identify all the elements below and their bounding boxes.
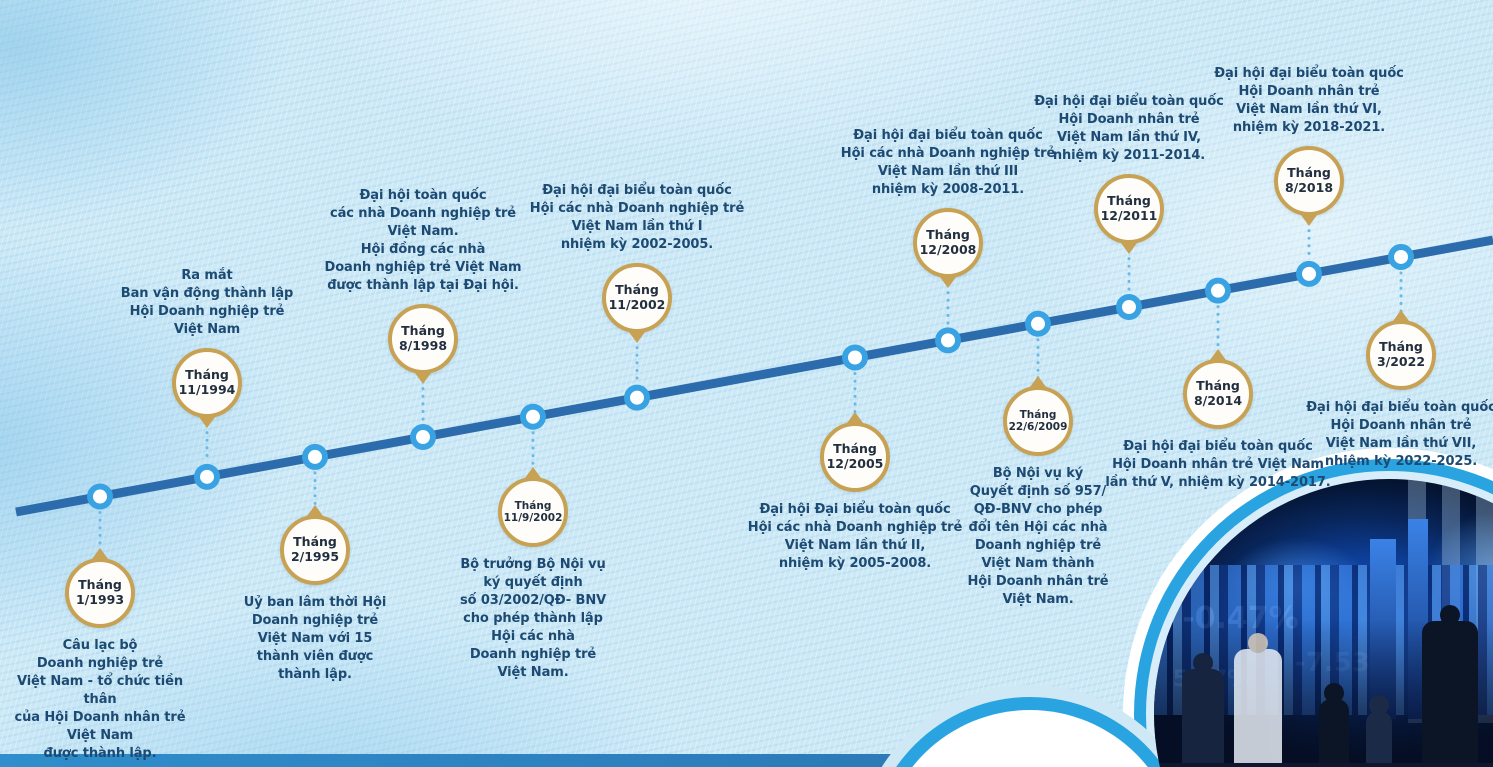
badge-date-value: 11/9/2002 (503, 512, 563, 524)
event-description: Đại hội đại biểu toàn quốc Hội Doanh nhâ… (1306, 400, 1493, 469)
badge-date-month-label: Tháng (833, 441, 877, 457)
badge-date-month-label: Tháng (514, 499, 552, 512)
badge-date-value: 12/2005 (826, 456, 884, 471)
badge-date-month-label: Tháng (1379, 339, 1423, 355)
timeline-date-badge: Tháng 11/2002 (602, 263, 672, 333)
timeline-date-badge: Tháng 11/1994 (172, 348, 242, 418)
timeline-date-badge: Tháng 8/1998 (388, 304, 458, 374)
badge-date-value: 2/1995 (290, 549, 340, 564)
photo-circle-business-meeting: -0.47% -7.53% 5.97% (1154, 479, 1493, 767)
badge-date-month-label: Tháng (401, 323, 445, 339)
timeline-date-badge: Tháng 11/9/2002 (498, 477, 568, 547)
badge-date-month-label: Tháng (78, 577, 122, 593)
person-silhouette (1182, 669, 1225, 767)
meeting-table (1154, 763, 1493, 767)
timeline-date-badge: Tháng 8/2018 (1274, 146, 1344, 216)
badge-date-month-label: Tháng (1196, 378, 1240, 394)
event-description: Uỷ ban lâm thời Hội Doanh nghiệp trẻ Việ… (243, 595, 387, 682)
timeline-date-badge: Tháng 12/2008 (913, 208, 983, 278)
person-silhouette (1318, 699, 1349, 767)
event-description: Đại hội đại biểu toàn quốc Hội Doanh nhâ… (1034, 94, 1224, 163)
event-description: Đại hội Đại biểu toàn quốc Hội các nhà D… (747, 502, 963, 571)
person-silhouette (1421, 621, 1478, 767)
badge-date-month-label: Tháng (1019, 408, 1057, 421)
badge-date-value: 11/1994 (178, 382, 236, 397)
badge-date-value: 12/2011 (1100, 208, 1158, 223)
badge-date-month-label: Tháng (293, 534, 337, 550)
badge-date-value: 8/1998 (398, 338, 448, 353)
timeline-date-badge: Tháng 22/6/2009 (1003, 386, 1073, 456)
person-silhouette (1233, 649, 1282, 767)
event-description: Ra mắt Ban vận động thành lập Hội Doanh … (120, 268, 294, 337)
badge-date-value: 12/2008 (919, 242, 977, 257)
badge-date-month-label: Tháng (185, 367, 229, 383)
badge-date-month-label: Tháng (1287, 165, 1331, 181)
badge-date-month-label: Tháng (615, 282, 659, 298)
badge-date-value: 8/2014 (1193, 393, 1243, 408)
person-silhouette (1365, 711, 1392, 767)
event-description: Đại hội toàn quốc các nhà Doanh nghiệp t… (324, 188, 522, 293)
badge-date-month-label: Tháng (1107, 193, 1151, 209)
event-description: Đại hội đại biểu toàn quốc Hội các nhà D… (840, 128, 1056, 197)
timeline-date-badge: Tháng 3/2022 (1366, 320, 1436, 390)
event-description: Đại hội đại biểu toàn quốc Hội Doanh nhâ… (1105, 439, 1331, 490)
timeline-date-badge: Tháng 12/2005 (820, 422, 890, 492)
badge-date-value: 22/6/2009 (1008, 421, 1068, 433)
badge-date-value: 3/2022 (1376, 354, 1426, 369)
event-description: Bộ trưởng Bộ Nội vụ ký quyết định số 03/… (459, 557, 607, 680)
event-description: Bộ Nội vụ ký Quyết định số 957/ QĐ-BNV c… (967, 466, 1109, 607)
badge-date-value: 11/2002 (608, 297, 666, 312)
badge-date-value: 8/2018 (1284, 180, 1334, 195)
event-description: Đại hội đại biểu toàn quốc Hội Doanh nhâ… (1214, 66, 1404, 135)
business-people-silhouettes (1154, 619, 1493, 767)
badge-date-value: 1/1993 (75, 592, 125, 607)
timeline-date-badge: Tháng 8/2014 (1183, 359, 1253, 429)
badge-date-month-label: Tháng (926, 227, 970, 243)
timeline-date-badge: Tháng 2/1995 (280, 515, 350, 585)
timeline-date-badge: Tháng 12/2011 (1094, 174, 1164, 244)
timeline-date-badge: Tháng 1/1993 (65, 558, 135, 628)
event-description: Câu lạc bộ Doanh nghiệp trẻ Việt Nam - t… (14, 638, 186, 761)
event-description: Đại hội đại biểu toàn quốc Hội các nhà D… (529, 183, 745, 252)
